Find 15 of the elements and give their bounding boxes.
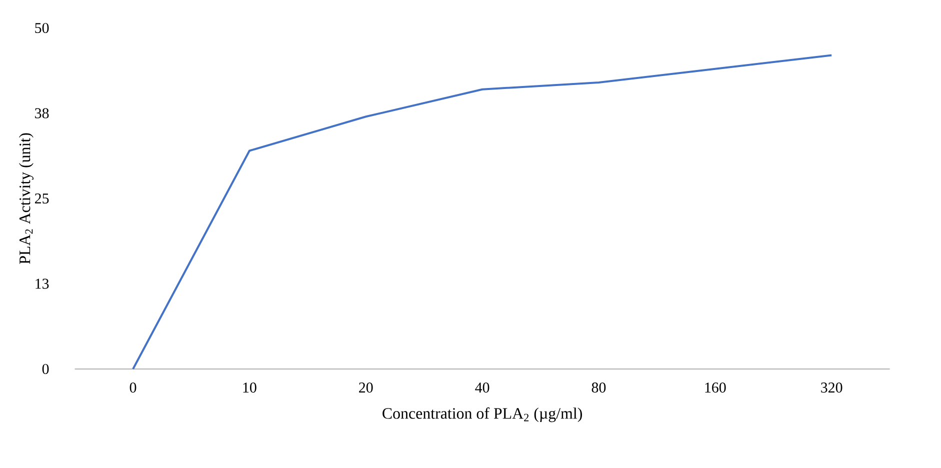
- x-axis-title: Concentration of PLA$_{2}$ (µg/ml): [382, 407, 582, 422]
- y-tick-label: 0: [42, 364, 49, 374]
- y-tick-label: 38: [35, 108, 49, 118]
- y-tick-label: 25: [34, 193, 49, 204]
- x-tick-label: 40: [475, 382, 490, 393]
- x-tick-label: 10: [243, 382, 256, 393]
- y-tick-label: 50: [35, 22, 49, 34]
- y-tick-label: 13: [36, 278, 49, 289]
- x-tick-label: 20: [359, 382, 373, 393]
- line-series: [132, 54, 833, 370]
- x-tick-label: 320: [821, 382, 842, 393]
- x-tick-label: 160: [705, 382, 726, 393]
- x-tick-label: 80: [592, 382, 606, 393]
- y-axis-title: PLA$_{2}$ Activity (unit): [18, 133, 34, 264]
- x-tick-label: 0: [130, 382, 136, 393]
